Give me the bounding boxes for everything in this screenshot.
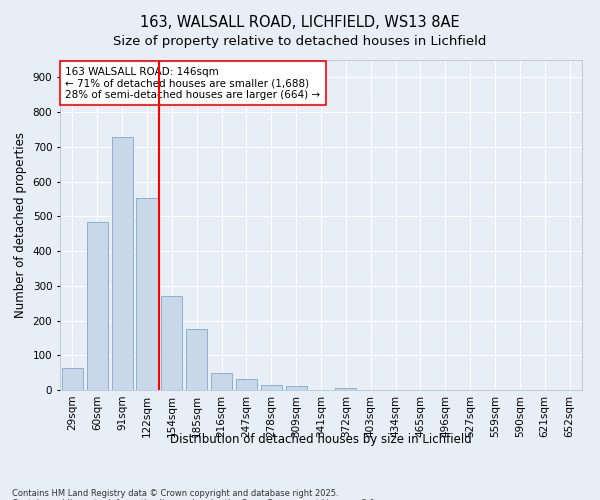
Bar — [286, 386, 307, 390]
Text: Distribution of detached houses by size in Lichfield: Distribution of detached houses by size … — [170, 432, 472, 446]
Bar — [186, 329, 207, 390]
Text: Size of property relative to detached houses in Lichfield: Size of property relative to detached ho… — [113, 35, 487, 48]
Bar — [112, 137, 133, 390]
Bar — [62, 368, 83, 390]
Text: Contains HM Land Registry data © Crown copyright and database right 2025.: Contains HM Land Registry data © Crown c… — [12, 488, 338, 498]
Bar — [335, 388, 356, 390]
Text: Contains public sector information licensed under the Open Government Licence v3: Contains public sector information licen… — [12, 498, 377, 500]
Y-axis label: Number of detached properties: Number of detached properties — [14, 132, 27, 318]
Bar — [236, 378, 257, 390]
Bar — [87, 222, 108, 390]
Text: 163, WALSALL ROAD, LICHFIELD, WS13 8AE: 163, WALSALL ROAD, LICHFIELD, WS13 8AE — [140, 15, 460, 30]
Text: 163 WALSALL ROAD: 146sqm
← 71% of detached houses are smaller (1,688)
28% of sem: 163 WALSALL ROAD: 146sqm ← 71% of detach… — [65, 66, 320, 100]
Bar — [161, 296, 182, 390]
Bar — [211, 374, 232, 390]
Bar — [261, 385, 282, 390]
Bar — [136, 198, 158, 390]
